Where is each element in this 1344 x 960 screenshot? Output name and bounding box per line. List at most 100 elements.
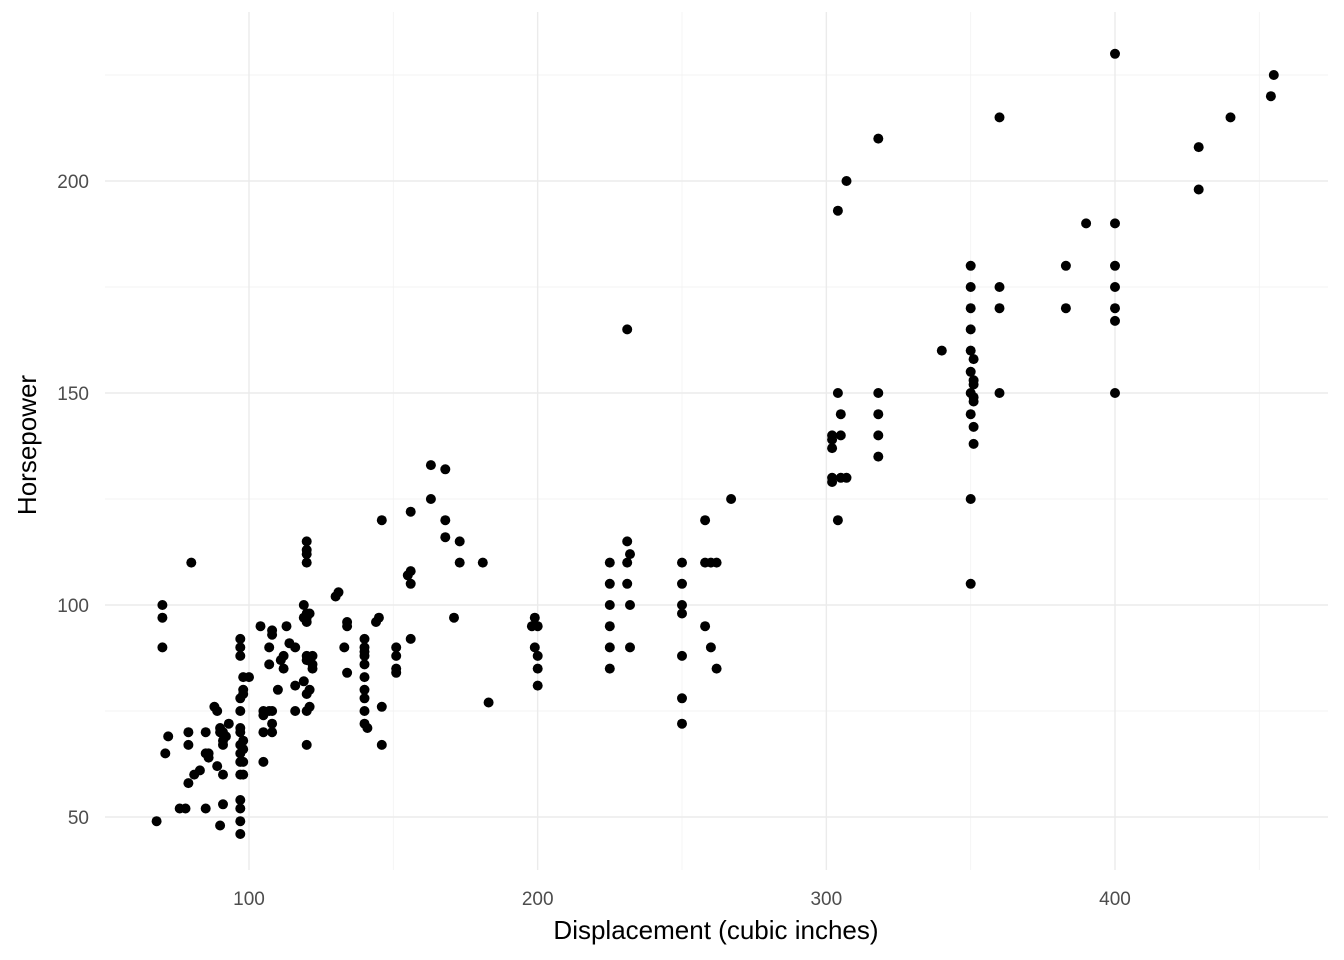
data-point: [218, 799, 228, 810]
data-point: [238, 756, 249, 767]
data-point: [267, 625, 278, 636]
data-point: [1110, 303, 1120, 314]
data-point: [267, 706, 278, 716]
data-point: [994, 388, 1005, 398]
data-point: [278, 650, 289, 661]
data-point: [965, 282, 976, 292]
data-point: [529, 642, 540, 653]
data-point: [835, 430, 846, 441]
data-point: [304, 701, 315, 712]
data-point: [298, 600, 309, 610]
data-point: [1110, 218, 1120, 229]
data-point: [258, 727, 269, 738]
data-point: [622, 536, 633, 547]
data-point: [180, 803, 191, 814]
data-point: [160, 748, 171, 759]
data-point: [625, 549, 635, 560]
data-point: [278, 663, 289, 674]
data-point: [359, 684, 370, 695]
data-point: [151, 816, 162, 827]
data-point: [301, 557, 312, 568]
data-point: [1110, 315, 1120, 326]
data-point: [440, 515, 451, 526]
data-point: [994, 303, 1005, 314]
data-point: [359, 672, 370, 683]
data-point: [827, 434, 838, 445]
data-point: [604, 557, 615, 568]
y-tick-label: 200: [57, 172, 89, 193]
data-point: [873, 451, 884, 462]
minor-gridlines: [105, 12, 1328, 870]
data-point: [968, 379, 979, 390]
data-point: [267, 718, 278, 729]
data-point: [238, 689, 249, 699]
data-point: [183, 739, 194, 750]
major-gridlines: [105, 12, 1328, 870]
data-point: [532, 621, 543, 632]
data-point: [832, 388, 843, 398]
data-point: [212, 761, 223, 772]
y-tick-label: 100: [57, 596, 89, 617]
data-point: [405, 566, 416, 577]
x-tick-label: 400: [1099, 889, 1131, 910]
data-point: [235, 642, 246, 653]
data-point: [622, 578, 633, 589]
data-point: [267, 727, 278, 738]
data-point: [304, 608, 315, 619]
data-point: [677, 600, 687, 610]
data-point: [255, 621, 266, 632]
data-point: [965, 578, 976, 589]
x-tick-label: 100: [233, 889, 265, 910]
data-point: [965, 366, 976, 377]
data-point: [203, 752, 214, 763]
data-point: [194, 765, 205, 776]
data-point: [258, 756, 269, 767]
data-point: [373, 612, 384, 623]
data-point: [994, 112, 1005, 123]
data-point: [873, 430, 884, 441]
data-point: [625, 642, 635, 653]
data-point: [1060, 260, 1071, 271]
data-point: [965, 260, 976, 271]
y-axis-tick-labels: 50 100 150 200: [57, 172, 89, 829]
data-point: [700, 621, 711, 632]
data-point: [477, 557, 488, 568]
data-point: [622, 557, 633, 568]
data-point: [220, 731, 231, 742]
data-point: [832, 515, 843, 526]
data-point: [965, 494, 976, 504]
data-point: [272, 684, 283, 695]
data-point: [677, 608, 687, 619]
data-point: [359, 706, 370, 716]
data-point: [218, 769, 228, 780]
data-point: [376, 739, 387, 750]
data-point: [835, 409, 846, 420]
data-point: [1110, 260, 1120, 271]
data-point: [301, 617, 312, 627]
data-point: [994, 282, 1005, 292]
data-point: [1110, 282, 1120, 292]
data-point: [405, 506, 416, 517]
data-point: [200, 727, 211, 738]
data-point: [827, 477, 838, 487]
data-point: [235, 816, 246, 827]
data-point: [532, 650, 543, 661]
data-point: [968, 438, 979, 449]
data-point: [238, 769, 249, 780]
data-point: [483, 697, 494, 708]
data-point: [235, 829, 246, 839]
y-axis-title: Horsepower: [12, 375, 42, 516]
data-point: [532, 680, 543, 691]
data-point: [235, 633, 246, 644]
data-point: [264, 659, 275, 670]
data-point: [215, 820, 226, 831]
data-points: [151, 48, 1279, 839]
data-point: [827, 443, 838, 454]
data-point: [604, 642, 615, 653]
data-point: [604, 663, 615, 674]
data-point: [290, 680, 301, 691]
data-point: [1193, 184, 1204, 195]
data-point: [1110, 48, 1120, 59]
data-point: [290, 642, 301, 653]
